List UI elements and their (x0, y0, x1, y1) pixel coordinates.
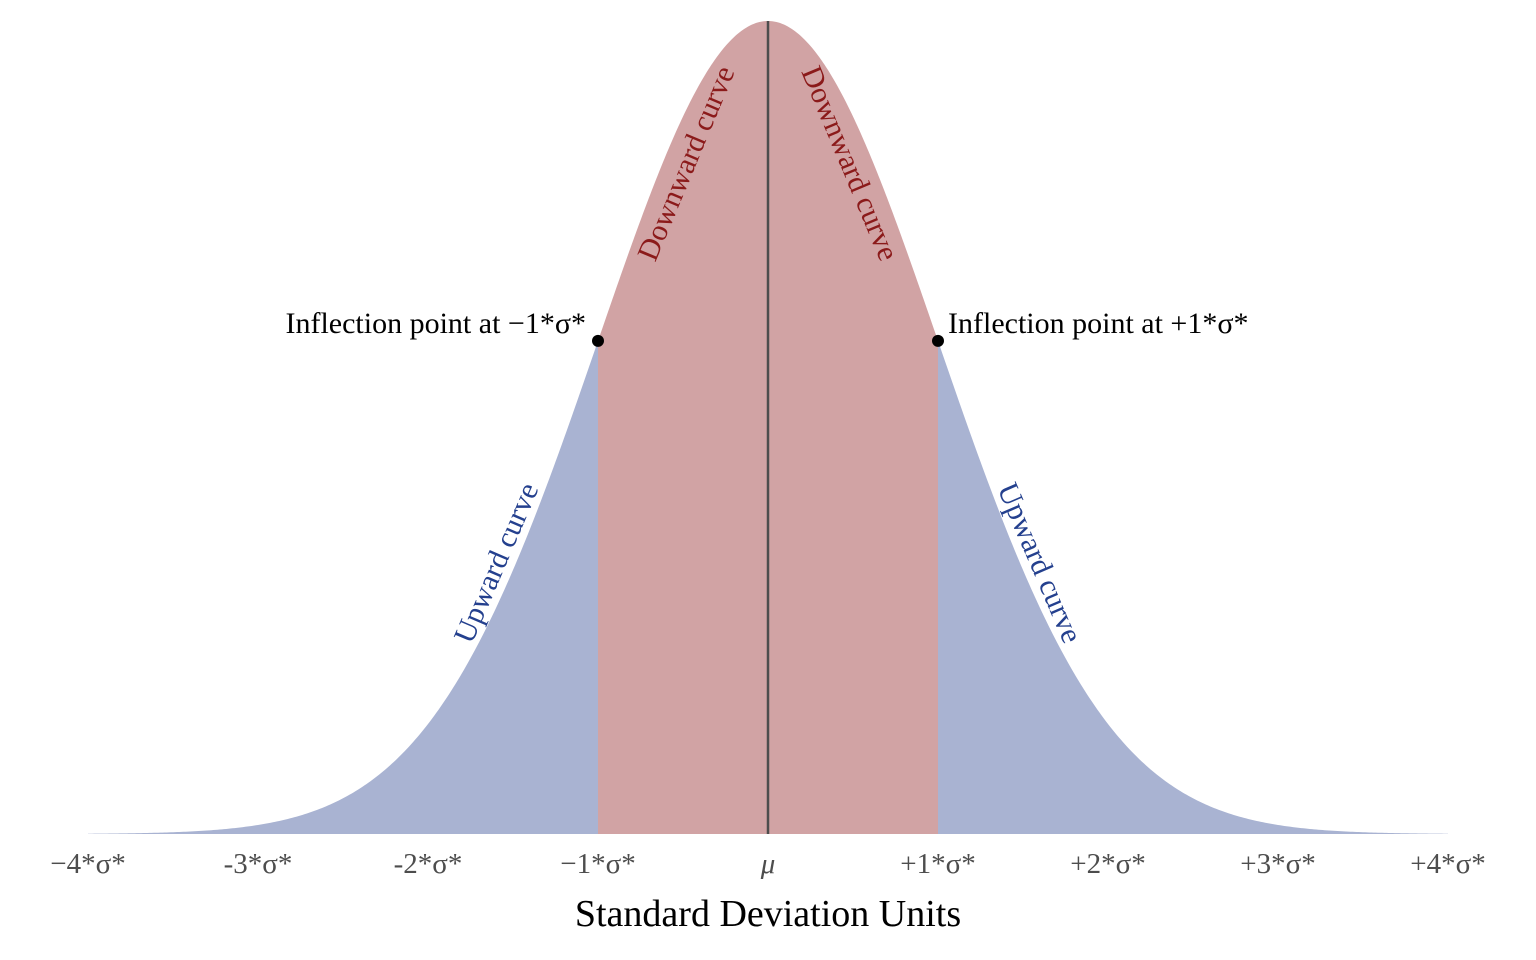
inflection-labels: Inflection point at −1*σ* Inflection poi… (285, 307, 1248, 340)
x-tick-label: −1*σ* (560, 848, 636, 880)
x-tick-label: +1*σ* (900, 848, 976, 880)
curve-region-2 (938, 340, 1448, 834)
x-tick-labels: −4*σ* -3*σ* -2*σ* −1*σ* μ +1*σ* +2*σ* +3… (50, 848, 1486, 880)
x-tick-label: -3*σ* (224, 848, 293, 880)
x-tick-label: +3*σ* (1240, 848, 1316, 880)
inflection-label-left: Inflection point at −1*σ* (285, 307, 586, 340)
x-tick-label: +2*σ* (1070, 848, 1146, 880)
x-tick-label: -2*σ* (394, 848, 463, 880)
x-tick-label: +4*σ* (1410, 848, 1486, 880)
x-tick-label-mean: μ (760, 848, 776, 880)
inflection-point-marker (932, 334, 944, 347)
inflection-markers (592, 334, 944, 347)
inflection-point-marker (592, 334, 604, 347)
curve-region-0 (88, 340, 598, 834)
x-tick-label: −4*σ* (50, 848, 126, 880)
x-axis-title: Standard Deviation Units (575, 893, 961, 935)
inflection-label-right: Inflection point at +1*σ* (948, 307, 1249, 340)
